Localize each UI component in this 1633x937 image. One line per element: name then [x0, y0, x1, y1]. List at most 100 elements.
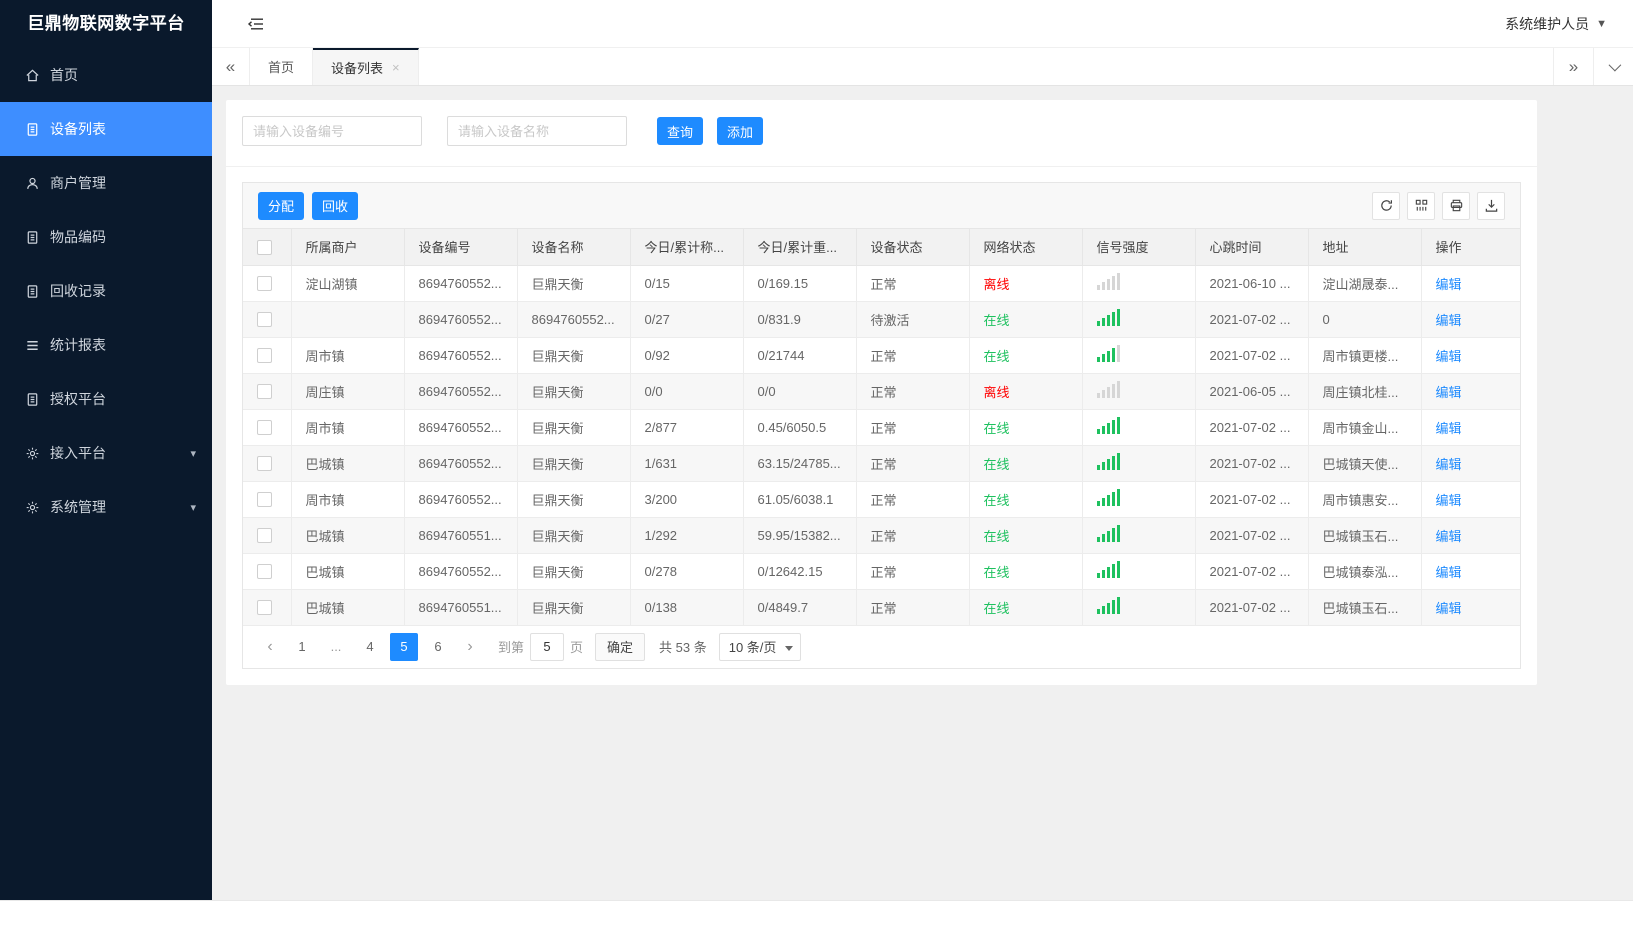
- page-button[interactable]: 5: [390, 632, 418, 661]
- page-button[interactable]: 4: [366, 639, 374, 654]
- edit-link[interactable]: 编辑: [1435, 600, 1462, 616]
- table-header-row: 所属商户 设备编号 设备名称 今日/累计称... 今日/累计重... 设备状态 网络状态 信号…: [243, 229, 1520, 266]
- edit-link[interactable]: 编辑: [1435, 420, 1462, 436]
- sidebar-item-2[interactable]: 设备列表: [0, 102, 212, 156]
- device-name-cell: 巨鼎天衡: [517, 373, 631, 410]
- total-count-label: 共 53 条: [659, 640, 707, 655]
- device-no-cell: 8694760552...: [404, 337, 518, 374]
- sidebar-item-6[interactable]: 统计报表: [0, 318, 212, 372]
- row-select-cell: [243, 301, 292, 338]
- merchant-cell: 周市镇: [291, 481, 405, 518]
- assign-button[interactable]: 分配: [258, 191, 305, 220]
- device-name-cell: 巨鼎天衡: [517, 265, 631, 302]
- tabs-scroll-left-icon[interactable]: «: [212, 48, 250, 85]
- tab-bar-right: »: [1553, 48, 1633, 85]
- sidebar-item-7[interactable]: 授权平台: [0, 372, 212, 426]
- print-icon[interactable]: [1442, 191, 1470, 220]
- device-no-cell: 8694760552...: [404, 409, 518, 446]
- device-name-cell: 巨鼎天衡: [517, 589, 631, 626]
- edit-link[interactable]: 编辑: [1435, 348, 1462, 364]
- row-checkbox[interactable]: [257, 600, 272, 616]
- user-menu[interactable]: 系统维护人员 ▼: [1505, 14, 1607, 34]
- recycle-button[interactable]: 回收: [312, 191, 359, 220]
- device-name-input[interactable]: [447, 116, 627, 146]
- pagination: ‹ 1... 4 5 6 › 到第 页 确定 共 53 条 10 条/页: [243, 625, 1520, 668]
- column-header: 设备编号: [404, 229, 518, 266]
- sidebar-item-3[interactable]: 商户管理: [0, 156, 212, 210]
- page-button[interactable]: 6: [434, 639, 442, 654]
- tab-1[interactable]: 首页: [250, 48, 314, 85]
- network-status-cell: 在线: [969, 301, 1083, 338]
- add-button[interactable]: 添加: [717, 117, 764, 145]
- network-status-cell: 在线: [969, 553, 1083, 590]
- signal-bars-icon: [1096, 273, 1120, 290]
- goto-confirm-button[interactable]: 确定: [595, 632, 646, 661]
- today-count-cell: 0/138: [630, 589, 744, 626]
- sidebar-item-9[interactable]: 系统管理 ▾: [0, 480, 212, 534]
- sidebar-item-8[interactable]: 接入平台 ▾: [0, 426, 212, 480]
- close-icon[interactable]: ×: [392, 60, 400, 75]
- row-checkbox[interactable]: [257, 348, 272, 364]
- action-cell: 编辑: [1421, 445, 1520, 482]
- edit-link[interactable]: 编辑: [1435, 276, 1462, 292]
- network-status-cell: 在线: [969, 445, 1083, 482]
- today-count-cell: 0/92: [630, 337, 744, 374]
- row-checkbox[interactable]: [257, 456, 272, 472]
- edit-link[interactable]: 编辑: [1435, 564, 1462, 580]
- heartbeat-cell: 2021-07-02 ...: [1195, 337, 1309, 374]
- edit-link[interactable]: 编辑: [1435, 384, 1462, 400]
- columns-icon[interactable]: [1407, 191, 1435, 220]
- page-button[interactable]: 1: [298, 639, 306, 654]
- collapse-sidebar-icon[interactable]: [244, 12, 268, 36]
- refresh-icon[interactable]: [1372, 191, 1400, 220]
- tab-2[interactable]: 设备列表 ×: [313, 48, 419, 85]
- tabs-container: 首页 设备列表 ×: [250, 48, 419, 85]
- device-no-input[interactable]: [242, 116, 422, 146]
- select-all-checkbox[interactable]: [257, 239, 272, 255]
- edit-link[interactable]: 编辑: [1435, 456, 1462, 472]
- page-size-select[interactable]: 10 条/页: [718, 632, 802, 661]
- table-row: 巴城镇 8694760552... 巨鼎天衡 0/278 0/12642.15 正常 在线 2…: [243, 553, 1520, 590]
- signal-cell: [1082, 445, 1196, 482]
- row-checkbox[interactable]: [257, 492, 272, 508]
- next-page-icon[interactable]: ›: [467, 637, 473, 655]
- device-status-cell: 正常: [856, 265, 970, 302]
- edit-link[interactable]: 编辑: [1435, 528, 1462, 544]
- network-status-cell: 在线: [969, 589, 1083, 626]
- prev-page-icon[interactable]: ‹: [267, 637, 273, 655]
- today-count-cell: 3/200: [630, 481, 744, 518]
- row-checkbox[interactable]: [257, 420, 272, 436]
- heartbeat-cell: 2021-07-02 ...: [1195, 517, 1309, 554]
- row-checkbox[interactable]: [257, 312, 272, 328]
- merchant-cell: 巴城镇: [291, 589, 405, 626]
- signal-bars-icon: [1096, 561, 1120, 578]
- today-count-cell: 0/27: [630, 301, 744, 338]
- signal-bars-icon: [1096, 489, 1120, 506]
- edit-link[interactable]: 编辑: [1435, 312, 1462, 328]
- row-checkbox[interactable]: [257, 564, 272, 580]
- action-cell: 编辑: [1421, 409, 1520, 446]
- sidebar-item-1[interactable]: 首页: [0, 48, 212, 102]
- export-icon[interactable]: [1477, 191, 1505, 220]
- table-row: 周市镇 8694760552... 巨鼎天衡 3/200 61.05/6038.1 正常在…: [243, 481, 1520, 518]
- address-cell: 周市镇更楼...: [1308, 337, 1422, 374]
- chevron-down-icon: ▾: [190, 447, 196, 460]
- row-checkbox[interactable]: [257, 384, 272, 400]
- row-checkbox[interactable]: [257, 528, 272, 544]
- row-select-cell: [243, 517, 292, 554]
- sidebar-item-5[interactable]: 回收记录: [0, 264, 212, 318]
- query-button[interactable]: 查询: [657, 117, 704, 145]
- signal-bars-icon: [1096, 453, 1120, 470]
- sidebar-item-4[interactable]: 物品编码: [0, 210, 212, 264]
- tabs-scroll-right-icon[interactable]: »: [1553, 48, 1593, 85]
- row-checkbox[interactable]: [257, 276, 272, 292]
- device-no-cell: 8694760552...: [404, 481, 518, 518]
- tabs-dropdown-icon[interactable]: [1593, 48, 1633, 85]
- heartbeat-cell: 2021-07-02 ...: [1195, 553, 1309, 590]
- row-select-cell: [243, 589, 292, 626]
- signal-bars-icon: [1096, 345, 1120, 362]
- edit-link[interactable]: 编辑: [1435, 492, 1462, 508]
- goto-page-input[interactable]: [530, 632, 565, 661]
- search-row: 查询 添加: [242, 116, 1521, 146]
